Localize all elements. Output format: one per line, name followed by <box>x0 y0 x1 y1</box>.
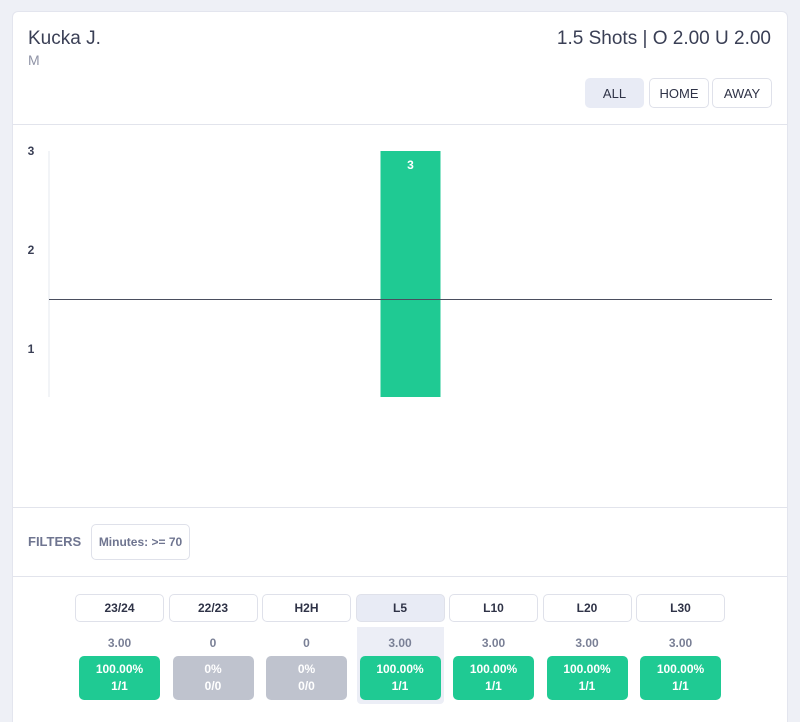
period-column-22-23: 22/23 0 0% 0/0 <box>168 594 258 704</box>
market-line: 1.5 Shots | O 2.00 U 2.00 <box>556 28 771 49</box>
period-column-l20: L20 3.00 100.00% 1/1 <box>542 594 632 704</box>
period-button[interactable]: L20 <box>542 594 632 622</box>
venue-all-button[interactable]: ALL <box>585 78 644 108</box>
period-hit-rate-badge: 100.00% 1/1 <box>640 656 721 700</box>
period-average: 3.00 <box>668 636 693 650</box>
chart-divider <box>13 507 787 508</box>
period-hit-rate-badge: 0% 0/0 <box>172 656 254 700</box>
period-hit-rate-badge: 100.00% 1/1 <box>453 656 534 700</box>
bar <box>380 151 441 397</box>
shots-bar-chart: 0123 3 17/06/24 <box>28 144 772 397</box>
period-average: 3.00 <box>107 636 132 650</box>
hit-rate-ratio: 1/1 <box>485 679 502 693</box>
period-button[interactable]: L30 <box>636 594 725 622</box>
hit-rate-ratio: 0/0 <box>298 679 315 693</box>
minutes-filter-chip[interactable]: Minutes: >= 70 <box>91 524 190 560</box>
period-button[interactable]: L10 <box>449 594 538 622</box>
period-average: 3.00 <box>575 636 599 650</box>
y-axis-ticks: 0123 <box>28 144 50 397</box>
period-average: 0 <box>303 636 310 650</box>
bars-group: 3 <box>380 151 441 397</box>
hit-rate-percent: 0% <box>297 662 316 676</box>
hit-rate-percent: 100.00% <box>656 662 705 676</box>
period-hit-rate-badge: 0% 0/0 <box>266 656 347 700</box>
period-hit-rate-badge: 100.00% 1/1 <box>546 656 628 700</box>
player-name: Kucka J. <box>28 28 101 49</box>
period-hit-rate-badge: 100.00% 1/1 <box>79 656 160 700</box>
period-column-h2h: H2H 0 0% 0/0 <box>262 594 351 704</box>
filters-divider <box>13 576 787 577</box>
hit-rate-percent: 100.00% <box>469 662 518 676</box>
filters-label: FILTERS <box>28 534 82 549</box>
period-button[interactable]: L5 <box>355 594 445 622</box>
hit-rate-ratio: 1/1 <box>391 679 409 693</box>
period-button[interactable]: H2H <box>262 594 351 622</box>
y-tick-label: 1 <box>28 342 35 356</box>
hit-rate-ratio: 1/1 <box>111 679 128 693</box>
period-column-l10: L10 3.00 100.00% 1/1 <box>449 594 538 704</box>
period-average: 3.00 <box>388 636 412 650</box>
period-column-l30: L30 3.00 100.00% 1/1 <box>636 594 725 704</box>
card-header: Kucka J. M 1.5 Shots | O 2.00 U 2.00 ALL… <box>13 12 787 125</box>
period-average: 3.00 <box>481 636 506 650</box>
hit-rate-ratio: 1/1 <box>578 679 596 693</box>
hit-rate-percent: 100.00% <box>376 662 424 676</box>
y-tick-label: 3 <box>28 144 35 158</box>
period-column-23-24: 23/24 3.00 100.00% 1/1 <box>75 594 164 704</box>
player-position: M <box>28 52 40 68</box>
venue-away-button[interactable]: AWAY <box>712 78 772 108</box>
hit-rate-percent: 0% <box>204 662 222 676</box>
period-column-l5: L5 3.00 100.00% 1/1 <box>355 594 445 704</box>
hit-rate-ratio: 1/1 <box>672 679 689 693</box>
header-divider <box>13 124 787 125</box>
venue-home-button[interactable]: HOME <box>649 78 709 108</box>
player-card: Kucka J. M 1.5 Shots | O 2.00 U 2.00 ALL… <box>12 11 788 722</box>
bar-data-label: 3 <box>407 158 414 172</box>
period-hit-rate-badge: 100.00% 1/1 <box>359 656 441 700</box>
y-tick-label: 2 <box>28 243 35 257</box>
hit-rate-percent: 100.00% <box>563 662 611 676</box>
hit-rate-ratio: 0/0 <box>204 679 222 693</box>
period-average: 0 <box>209 636 217 650</box>
period-button[interactable]: 23/24 <box>75 594 164 622</box>
hit-rate-percent: 100.00% <box>95 662 144 676</box>
period-button[interactable]: 22/23 <box>168 594 258 622</box>
